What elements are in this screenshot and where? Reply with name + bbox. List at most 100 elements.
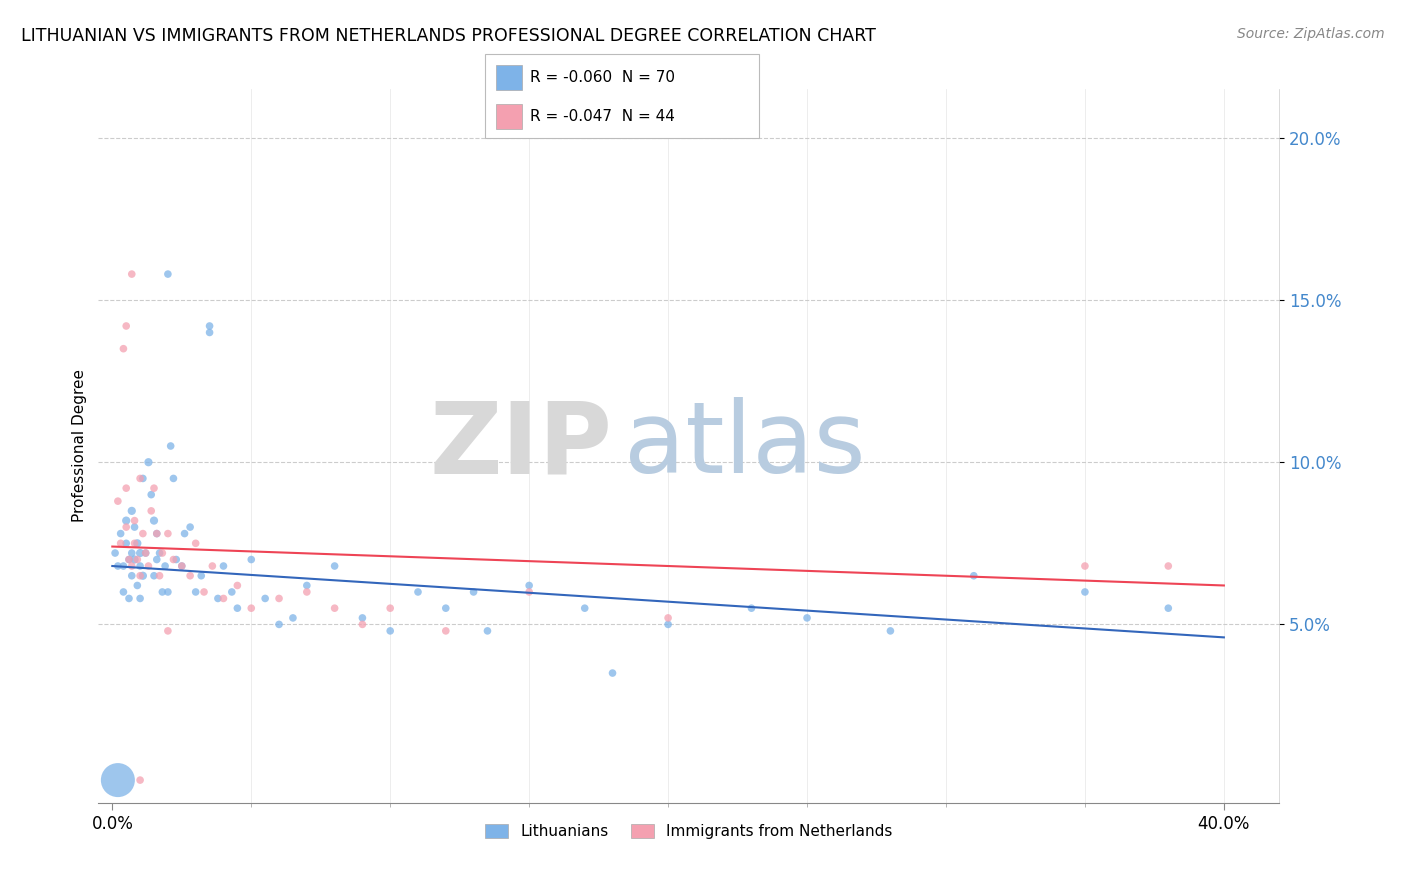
Point [110,526,132,541]
Point [254,591,277,606]
Point [150,585,173,599]
Point [295,585,318,599]
Y-axis label: Professional Degree: Professional Degree [72,369,87,523]
Text: ZIP: ZIP [429,398,612,494]
Point [153,559,176,574]
Point [127,552,149,566]
Point [148,568,170,582]
Text: LITHUANIAN VS IMMIGRANTS FROM NETHERLANDS PROFESSIONAL DEGREE CORRELATION CHART: LITHUANIAN VS IMMIGRANTS FROM NETHERLAND… [21,27,876,45]
Point [118,591,141,606]
Point [184,536,207,550]
Point [963,568,986,582]
Point [132,471,155,485]
Point [226,578,249,592]
Point [406,585,429,599]
Point [156,624,179,638]
Point [170,559,193,574]
Point [132,526,155,541]
Point [463,585,485,599]
Point [129,546,152,560]
Point [657,611,679,625]
Point [434,601,457,615]
Point [115,514,138,528]
Point [104,546,127,560]
Point [124,552,146,566]
Point [179,568,201,582]
Point [657,617,679,632]
Point [112,342,135,356]
Point [129,773,152,788]
Point [1074,585,1097,599]
Point [212,559,235,574]
Point [121,267,143,281]
Point [207,591,229,606]
Point [110,536,132,550]
Point [380,624,402,638]
Point [156,267,179,281]
Point [267,617,290,632]
Text: Source: ZipAtlas.com: Source: ZipAtlas.com [1237,27,1385,41]
Point [159,439,181,453]
Point [121,568,143,582]
Text: atlas: atlas [624,398,866,494]
Point [129,591,152,606]
Point [138,455,160,469]
Point [162,471,184,485]
Point [150,546,173,560]
Point [1074,559,1097,574]
Point [173,526,195,541]
Point [574,601,596,615]
Legend: Lithuanians, Immigrants from Netherlands: Lithuanians, Immigrants from Netherlands [479,818,898,845]
Text: R = -0.047  N = 44: R = -0.047 N = 44 [530,110,675,124]
Point [112,585,135,599]
Point [121,546,143,560]
Point [193,585,215,599]
Point [170,559,193,574]
Point [148,546,170,560]
Point [796,611,818,625]
Point [198,318,221,333]
Point [477,624,499,638]
Point [156,585,179,599]
Point [127,578,149,592]
Point [240,552,263,566]
Point [112,559,135,574]
Point [240,601,263,615]
Point [115,536,138,550]
Point [517,585,540,599]
Point [124,536,146,550]
Point [323,601,346,615]
Point [118,552,141,566]
Point [118,552,141,566]
Point [135,546,157,560]
Point [138,559,160,574]
Point [879,624,901,638]
Point [115,520,138,534]
Point [352,611,374,625]
Point [107,773,129,788]
Point [198,326,221,340]
Point [434,624,457,638]
Point [267,591,290,606]
Point [165,552,187,566]
Point [143,514,166,528]
Point [107,559,129,574]
Point [1157,601,1180,615]
Point [143,568,166,582]
Point [141,504,163,518]
Point [129,559,152,574]
Point [115,318,138,333]
Point [129,471,152,485]
Point [517,578,540,592]
Point [184,585,207,599]
Point [121,559,143,574]
Point [107,494,129,508]
Text: R = -0.060  N = 70: R = -0.060 N = 70 [530,70,675,85]
Point [146,526,169,541]
Point [221,585,243,599]
Point [146,552,169,566]
Point [179,520,201,534]
Point [740,601,762,615]
Point [201,559,224,574]
Point [121,504,143,518]
